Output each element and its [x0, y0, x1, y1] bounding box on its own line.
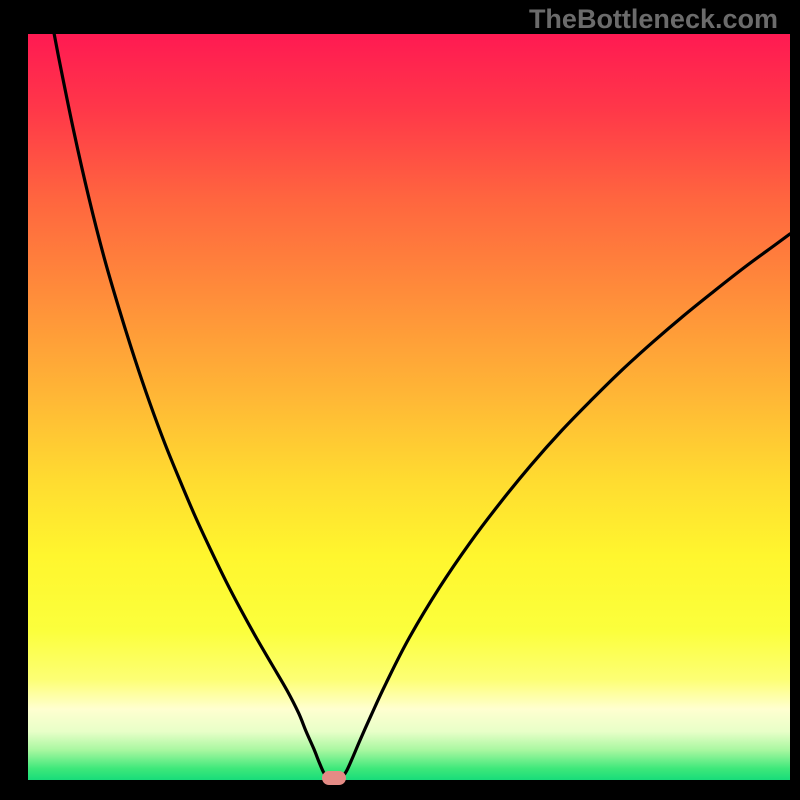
- optimum-marker: [322, 771, 346, 785]
- curve-right-branch: [342, 234, 790, 778]
- curve-left-branch: [47, 0, 327, 778]
- watermark-text: TheBottleneck.com: [529, 4, 778, 35]
- bottleneck-curve: [0, 0, 800, 800]
